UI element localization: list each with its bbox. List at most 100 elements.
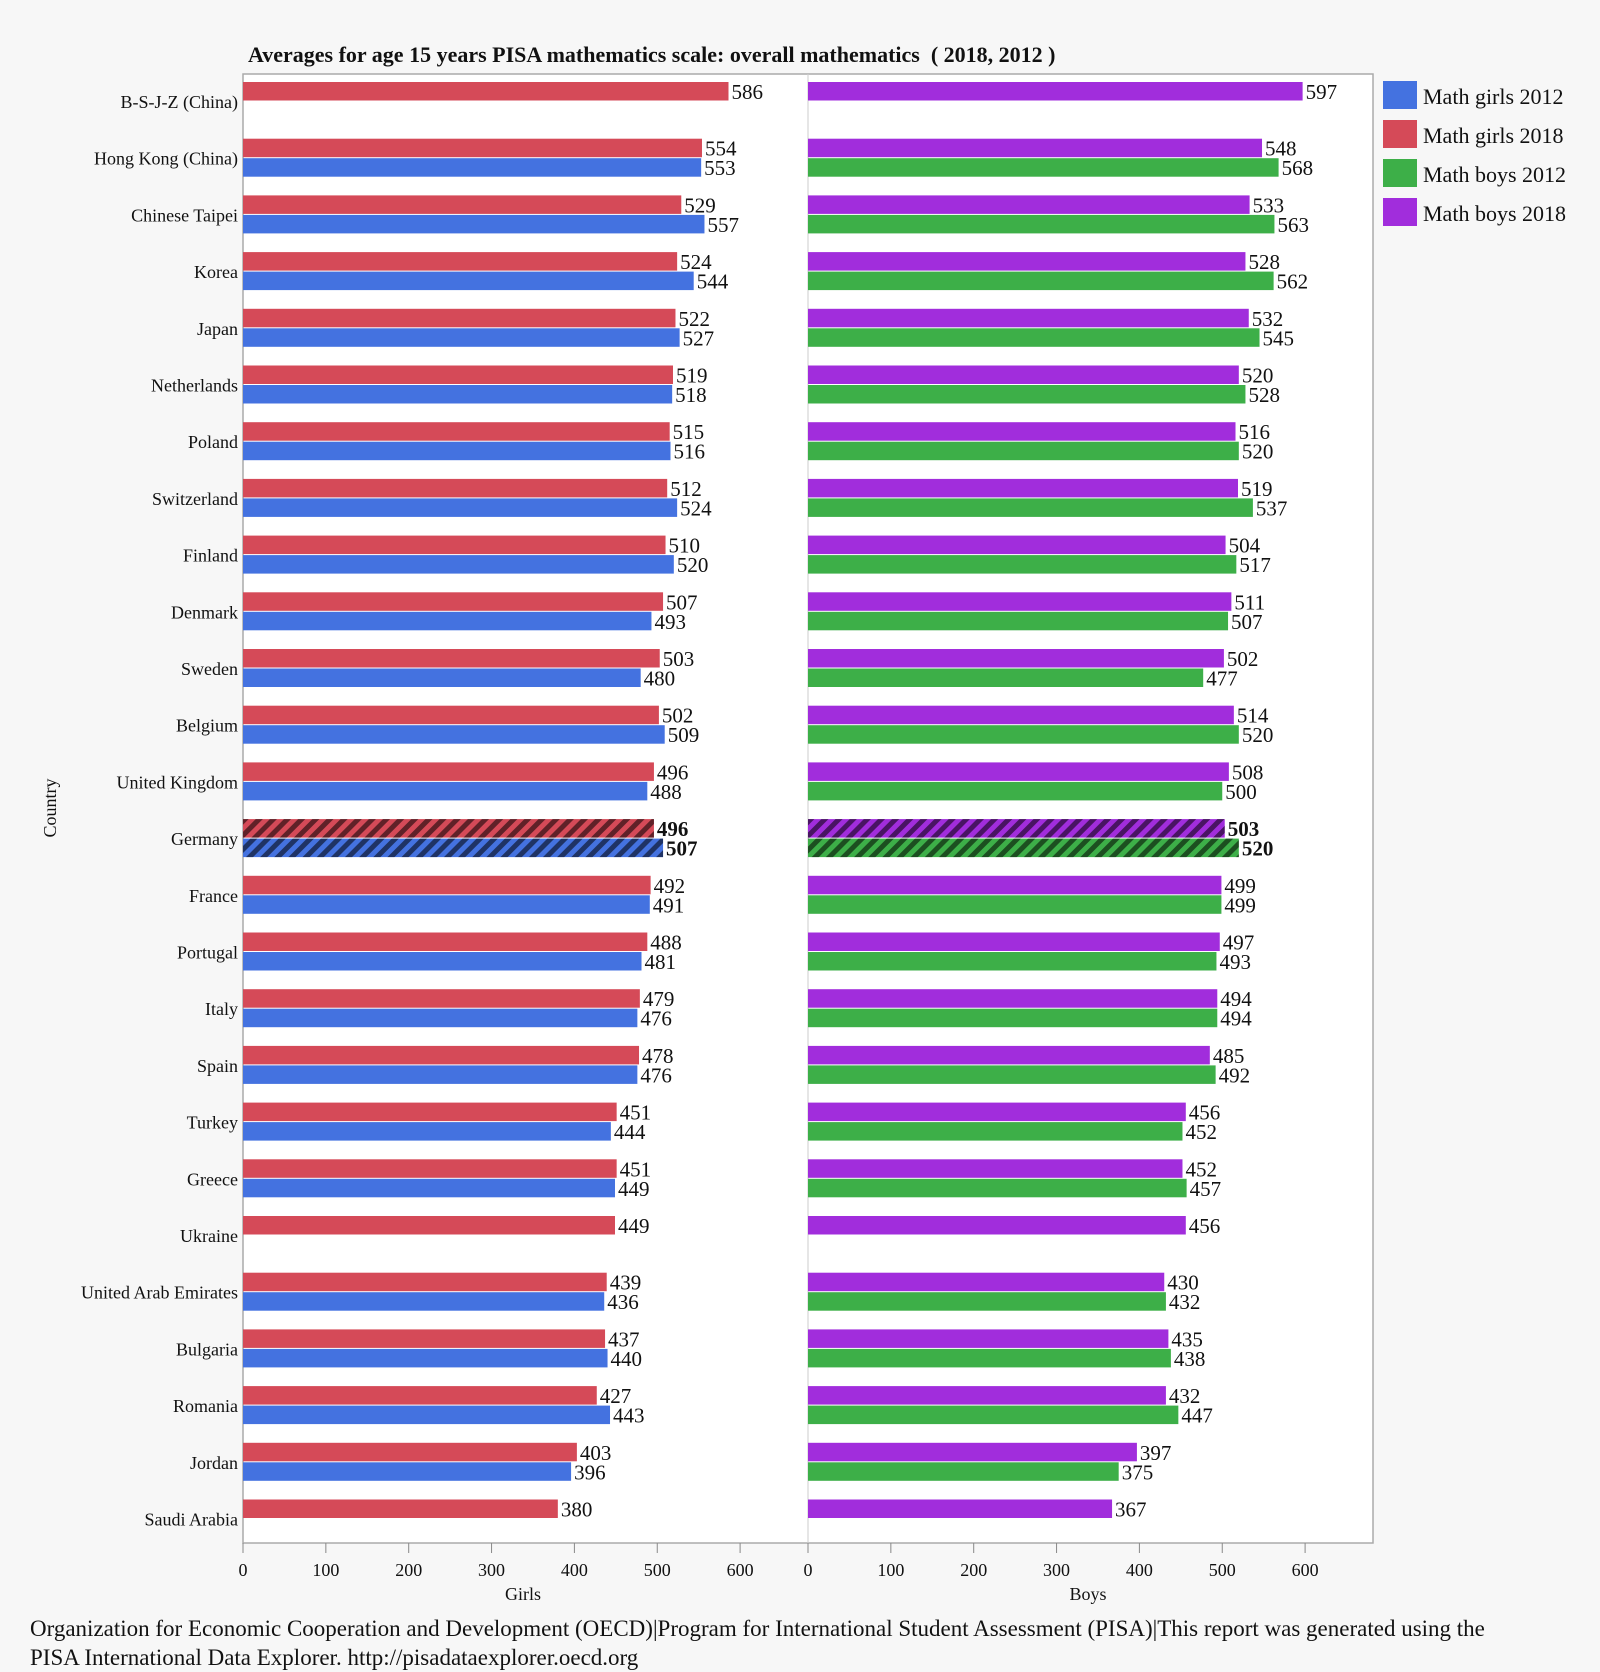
data-label-girls2018: 492 [654, 874, 686, 898]
bar-boys2018 [808, 1159, 1183, 1178]
bar-girls2018 [243, 195, 682, 214]
bar-girls2018 [243, 1442, 577, 1462]
data-label-girls2018: 451 [620, 1101, 652, 1125]
bar-boys2018 [808, 989, 1218, 1008]
data-label-boys2018: 533 [1253, 193, 1285, 217]
bar-girls2018 [243, 1329, 606, 1348]
data-label-girls2018: 380 [561, 1498, 593, 1522]
country-label: Japan [197, 319, 238, 339]
legend-label-boys2012: Math boys 2012 [1423, 162, 1566, 187]
country-label: France [189, 886, 238, 906]
bar-boys2012 [808, 214, 1275, 234]
country-label: Korea [194, 262, 238, 282]
bar-girls2012 [243, 1008, 638, 1028]
country-label: Jordan [190, 1453, 238, 1473]
bar-boys2012 [808, 1122, 1183, 1141]
data-label-girls2018: 512 [670, 477, 702, 501]
data-label-girls2012: 440 [611, 1347, 643, 1371]
data-label-girls2012: 488 [650, 780, 682, 804]
bar-girls2012 [243, 781, 648, 801]
country-label: United Kingdom [117, 772, 239, 792]
x-tick-label: 0 [239, 1560, 248, 1580]
country-label: Poland [188, 432, 238, 452]
data-label-girls2018: 488 [650, 931, 682, 955]
bar-girls2018 [243, 762, 654, 781]
data-label-girls2012: 444 [614, 1120, 646, 1144]
data-label-boys2018: 519 [1241, 477, 1273, 501]
bar-boys2012 [808, 1065, 1216, 1084]
data-label-boys2018: 367 [1115, 1498, 1147, 1522]
bar-girls2012 [243, 1178, 615, 1198]
bar-boys2018 [808, 592, 1232, 611]
bar-boys2012 [808, 952, 1217, 971]
bar-girls2012 [243, 725, 665, 744]
bar-girls2012 [243, 214, 705, 234]
country-label: Portugal [177, 943, 238, 963]
data-label-boys2012: 520 [1242, 837, 1274, 861]
data-label-boys2018: 503 [1228, 817, 1260, 841]
country-label: Finland [183, 546, 238, 566]
data-label-boys2018: 397 [1140, 1441, 1172, 1465]
data-label-boys2012: 432 [1169, 1290, 1201, 1314]
bar-boys2012 [808, 271, 1274, 291]
data-label-boys2012: 477 [1206, 667, 1238, 691]
country-label: Ukraine [180, 1226, 238, 1246]
legend-swatch-boys2018 [1383, 198, 1417, 226]
bar-girls2018 [243, 649, 660, 668]
data-label-girls2012: 476 [640, 1007, 672, 1031]
bar-boys2018 [808, 365, 1239, 384]
bar-boys2012 [808, 1405, 1179, 1425]
data-label-girls2018: 507 [666, 590, 698, 614]
data-label-boys2018: 502 [1227, 647, 1259, 671]
data-label-boys2012: 375 [1122, 1460, 1154, 1484]
data-label-boys2018: 516 [1239, 420, 1271, 444]
legend-swatch-girls2018 [1383, 120, 1417, 148]
x-tick-label: 600 [727, 1560, 754, 1580]
data-label-girls2018: 503 [663, 647, 695, 671]
bar-girls2018 [243, 365, 673, 384]
country-label: Belgium [176, 716, 238, 736]
bar-highlight-hatch [808, 819, 1225, 838]
bar-girls2018 [243, 1386, 597, 1405]
bar-girls2018 [243, 478, 668, 498]
data-label-girls2012: 443 [613, 1404, 645, 1428]
data-label-girls2012: 449 [618, 1177, 650, 1201]
country-label: Italy [205, 999, 238, 1019]
country-label: Turkey [187, 1113, 238, 1133]
data-label-boys2018: 435 [1171, 1327, 1203, 1351]
bar-boys2018 [808, 705, 1234, 725]
bar-boys2018 [808, 1386, 1166, 1405]
bar-girls2018 [243, 875, 651, 895]
data-label-girls2012: 507 [666, 837, 698, 861]
bar-boys2018 [808, 535, 1226, 555]
data-label-girls2018: 586 [732, 80, 764, 104]
chart-title: Averages for age 15 years PISA mathemati… [248, 42, 1056, 67]
data-label-girls2018: 496 [657, 817, 689, 841]
data-label-girls2012: 518 [675, 383, 707, 407]
bar-girls2018 [243, 1216, 615, 1235]
bar-girls2012 [243, 498, 678, 517]
data-label-boys2012: 507 [1231, 610, 1263, 634]
bar-boys2018 [808, 875, 1222, 895]
bar-boys2018 [808, 762, 1229, 781]
x-tick-label: 200 [960, 1560, 987, 1580]
legend-swatch-girls2012 [1383, 81, 1417, 109]
x-tick-label: 400 [1126, 1560, 1153, 1580]
data-label-boys2012: 452 [1185, 1120, 1217, 1144]
country-label: Denmark [171, 602, 238, 622]
x-tick-label: 200 [395, 1560, 422, 1580]
x-tick-label: 400 [561, 1560, 588, 1580]
data-label-girls2018: 403 [580, 1441, 612, 1465]
data-label-girls2018: 449 [618, 1214, 650, 1238]
bar-girls2012 [243, 271, 694, 291]
country-label: Saudi Arabia [145, 1510, 238, 1530]
footer-line-1: Organization for Economic Cooperation an… [30, 1616, 1485, 1641]
x-tick-label: 100 [877, 1560, 904, 1580]
country-label: Germany [171, 829, 238, 849]
bar-boys2012 [808, 1292, 1166, 1311]
data-label-boys2012: 568 [1282, 156, 1314, 180]
data-label-boys2012: 520 [1242, 440, 1274, 464]
data-label-girls2012: 516 [674, 440, 706, 464]
data-label-girls2012: 524 [680, 496, 712, 520]
